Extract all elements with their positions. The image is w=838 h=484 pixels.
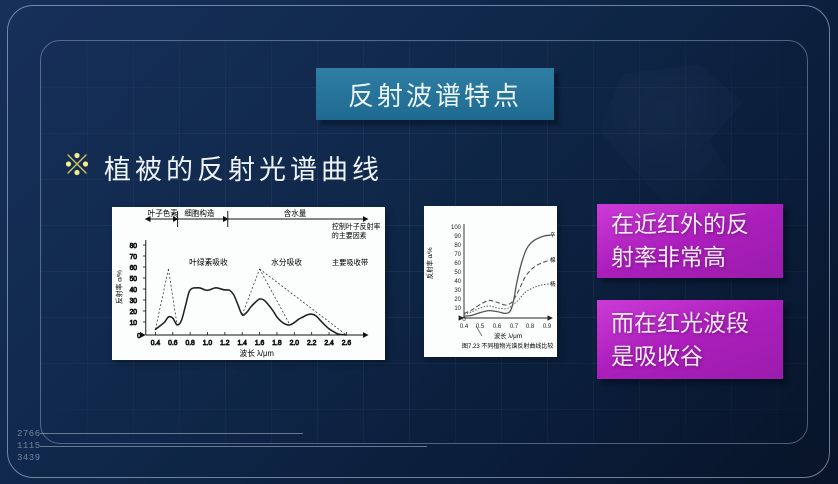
svg-text:辛: 辛 <box>550 231 556 239</box>
svg-text:的主要因素: 的主要因素 <box>332 231 367 240</box>
svg-text:叶绿素吸收: 叶绿素吸收 <box>189 257 228 267</box>
svg-text:0.9: 0.9 <box>543 324 552 330</box>
svg-text:20: 20 <box>130 309 138 316</box>
svg-text:100: 100 <box>451 225 462 231</box>
svg-text:50: 50 <box>130 276 138 283</box>
svg-text:1.4: 1.4 <box>238 340 248 347</box>
svg-text:40: 40 <box>454 279 461 285</box>
svg-text:0.6: 0.6 <box>168 340 178 347</box>
svg-text:叶子色素: 叶子色素 <box>148 208 178 218</box>
svg-text:0: 0 <box>137 333 141 340</box>
svg-text:主要吸收带: 主要吸收带 <box>332 258 368 267</box>
svg-text:70: 70 <box>454 252 461 258</box>
svg-text:30: 30 <box>454 288 461 294</box>
svg-text:30: 30 <box>130 298 138 305</box>
svg-text:2.2: 2.2 <box>307 340 317 347</box>
svg-text:2.6: 2.6 <box>342 340 352 347</box>
svg-text:70: 70 <box>130 254 138 261</box>
svg-text:1.0: 1.0 <box>203 340 213 347</box>
svg-text:细胞构造: 细胞构造 <box>184 208 214 218</box>
svg-text:波长 λ/μm: 波长 λ/μm <box>494 331 522 340</box>
svg-text:1.8: 1.8 <box>272 340 282 347</box>
svg-text:50: 50 <box>454 270 461 276</box>
svg-text:90: 90 <box>454 234 461 240</box>
svg-text:80: 80 <box>130 243 138 250</box>
svg-text:0.4: 0.4 <box>460 324 469 330</box>
svg-text:10: 10 <box>454 306 461 312</box>
svg-text:0.8: 0.8 <box>526 324 535 330</box>
svg-text:棉: 棉 <box>550 256 556 264</box>
svg-text:反射率 α/%: 反射率 α/% <box>115 270 124 304</box>
svg-text:60: 60 <box>130 265 138 272</box>
svg-text:0.7: 0.7 <box>510 324 519 330</box>
svg-text:波长 λ/μm: 波长 λ/μm <box>240 348 275 358</box>
svg-text:0.8: 0.8 <box>185 340 195 347</box>
svg-text:0.5: 0.5 <box>476 324 485 330</box>
svg-text:含水量: 含水量 <box>284 208 307 218</box>
svg-text:80: 80 <box>454 243 461 249</box>
svg-text:0.4: 0.4 <box>151 340 161 347</box>
svg-text:40: 40 <box>130 287 138 294</box>
svg-text:0.6: 0.6 <box>493 324 502 330</box>
svg-text:水分吸收: 水分吸收 <box>271 257 302 267</box>
svg-text:1.2: 1.2 <box>220 340 230 347</box>
svg-text:控制叶子反射率: 控制叶子反射率 <box>332 222 381 231</box>
svg-text:2.4: 2.4 <box>324 340 334 347</box>
svg-text:图7.23 不同植物光谱反射曲线比较: 图7.23 不同植物光谱反射曲线比较 <box>462 342 553 350</box>
svg-text:10: 10 <box>130 320 138 327</box>
svg-text:2.0: 2.0 <box>290 340 300 347</box>
svg-text:1.6: 1.6 <box>255 340 265 347</box>
svg-text:杨: 杨 <box>550 280 556 288</box>
svg-text:60: 60 <box>454 261 461 267</box>
svg-text:20: 20 <box>454 297 461 303</box>
svg-text:反射率 α/%: 反射率 α/% <box>425 247 434 279</box>
